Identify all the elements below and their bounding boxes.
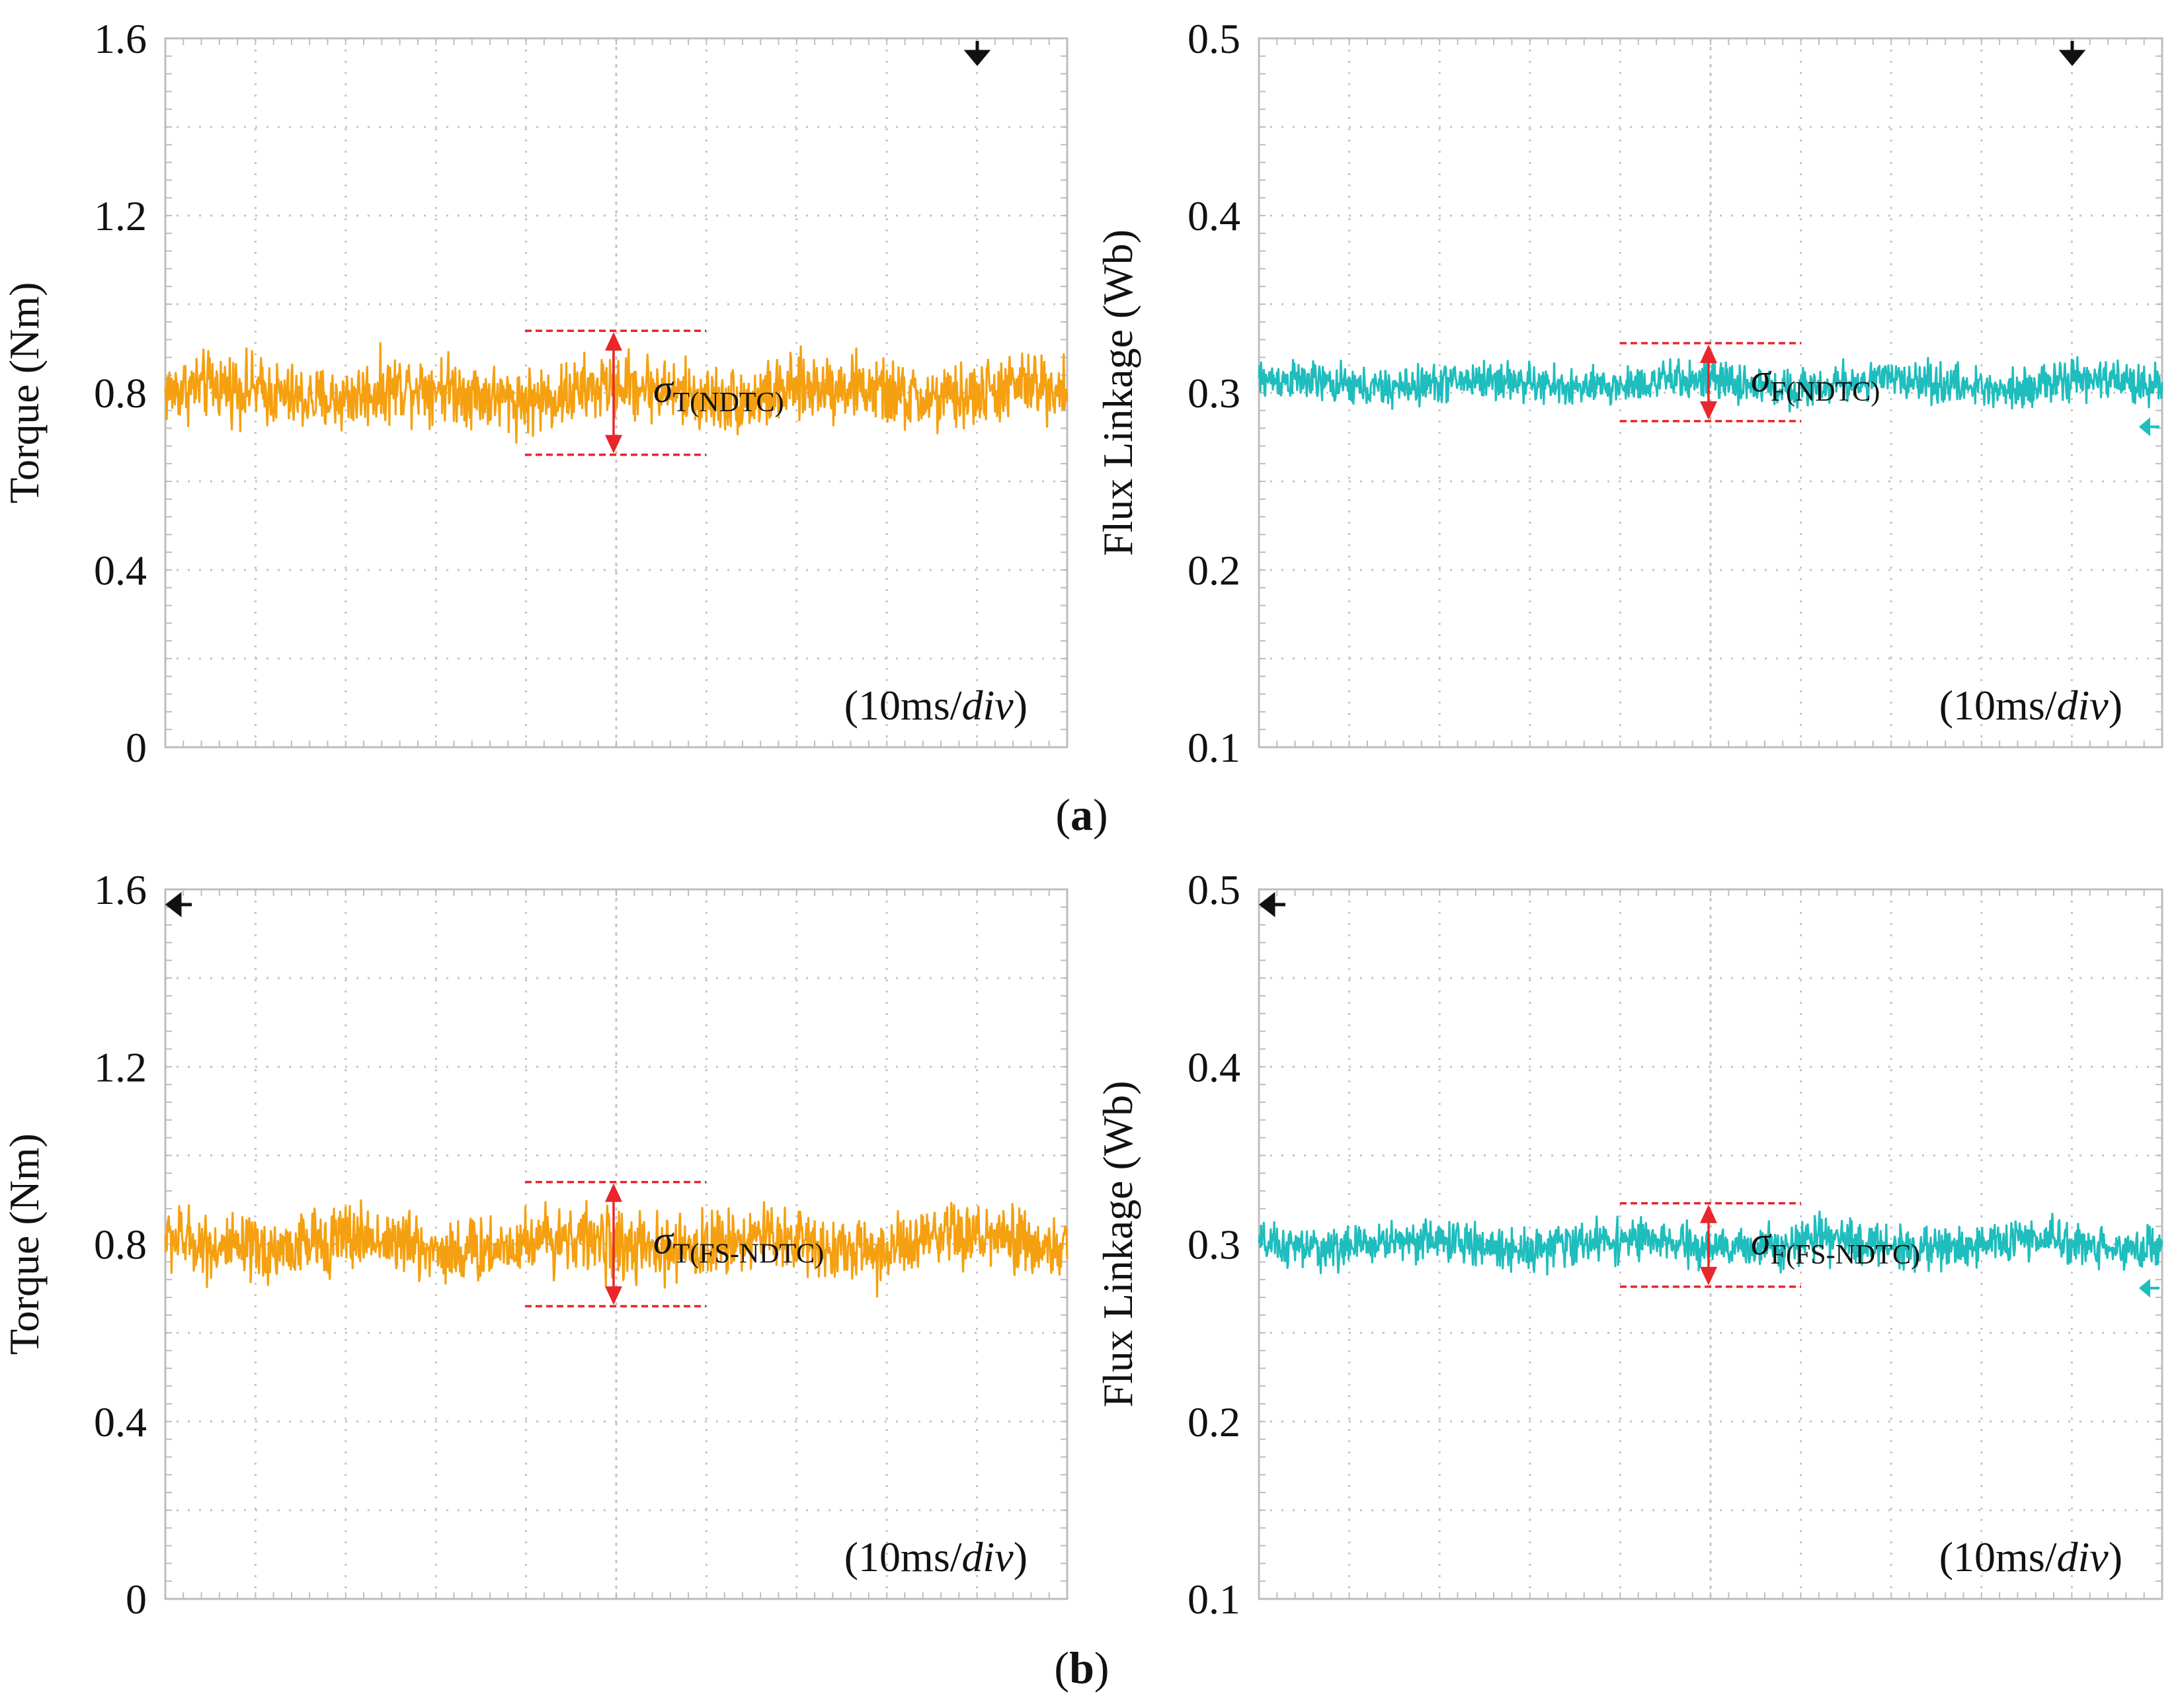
y-tick-label: 0.1 [1188,1576,1240,1623]
y-axis-title: Torque (Nm) [1,1133,48,1355]
sigma-arrow-head-up [605,1183,622,1202]
y-tick-label: 1.2 [94,1043,147,1090]
y-axis-title: Torque (Nm) [1,282,48,504]
waveform-flux-linkage [1258,356,2163,413]
chart-b-flux: 0.1 0.2 0.3 0.4 0.5 Flux Linkage (Wb) (10ms/di… [1094,866,2163,1623]
y-tick-label: 0 [126,1576,147,1623]
panel-a-caption: (a) [1055,790,1108,840]
trigger-arrow-icon [1258,891,1285,918]
y-tick-label: 0.4 [1188,1043,1240,1090]
sigma-arrow-head-down [1700,1266,1717,1285]
sigma-arrow-head-down [605,1286,622,1305]
time-per-div-label: (10ms/div) [844,682,1028,729]
y-tick-label: 1.6 [94,15,147,62]
channel-level-icon [2138,417,2159,436]
y-tick-label: 0.8 [94,1221,147,1268]
time-per-div-label: (10ms/div) [1939,1533,2122,1580]
y-tick-label: 0 [126,724,147,771]
chart-a-torque: 0 0.4 0.8 1.2 1.6 Torque (Nm) (10ms/div) σT(NDT… [1,15,1069,771]
y-tick-label: 0.2 [1188,547,1240,594]
y-tick-label: 0.4 [94,547,147,594]
y-tick-label: 0.4 [1188,192,1240,239]
y-tick-label: 1.6 [94,866,147,913]
y-axis-title: Flux Linkage (Wb) [1094,1080,1141,1407]
sigma-arrow-head-down [1700,401,1717,420]
trigger-arrow-icon [2058,41,2086,66]
sigma-arrow-head-up [1700,1204,1717,1223]
y-tick-label: 0.3 [1188,370,1240,417]
sigma-arrow-head-up [605,332,622,351]
y-tick-label: 0.3 [1188,1221,1240,1268]
y-axis-title: Flux Linkage (Wb) [1094,229,1141,556]
trigger-arrow-icon [165,891,192,918]
y-tick-label: 0.5 [1188,866,1240,913]
chart-a-flux: 0.1 0.2 0.3 0.4 0.5 Flux Linkage (Wb) (10ms/di… [1094,15,2163,771]
grid [1259,889,2162,1599]
y-tick-label: 0.5 [1188,15,1240,62]
sigma-label: σF(FS-NDTC) [1751,1219,1920,1270]
waveform-torque [164,1199,1069,1298]
y-tick-label: 0.1 [1188,724,1240,771]
y-tick-label: 0.4 [94,1399,147,1445]
sigma-arrow-head-up [1700,344,1717,363]
panel-a-letter: a [1070,790,1093,840]
panel-b-letter: b [1069,1643,1094,1693]
sigma-label: σF(NDTC) [1751,356,1880,407]
channel-level-icon [2138,1278,2159,1298]
chart-b-torque: 0 0.4 0.8 1.2 1.6 Torque (Nm) (10ms/div) σT(FS-… [1,866,1069,1623]
trigger-arrow-icon [963,41,991,66]
sigma-arrow-head-down [605,434,622,454]
y-tick-label: 1.2 [94,192,147,239]
time-per-div-label: (10ms/div) [1939,682,2122,729]
waveform-flux-linkage [1258,1210,2163,1276]
waveform-torque [164,342,1069,444]
time-per-div-label: (10ms/div) [844,1533,1028,1580]
panel-b-caption: (b) [1054,1643,1109,1693]
y-tick-label: 0.2 [1188,1399,1240,1445]
grid [1259,38,2162,747]
y-tick-label: 0.8 [94,370,147,417]
sigma-label: σT(FS-NDTC) [653,1219,824,1270]
sigma-label: σT(NDTC) [653,367,784,418]
